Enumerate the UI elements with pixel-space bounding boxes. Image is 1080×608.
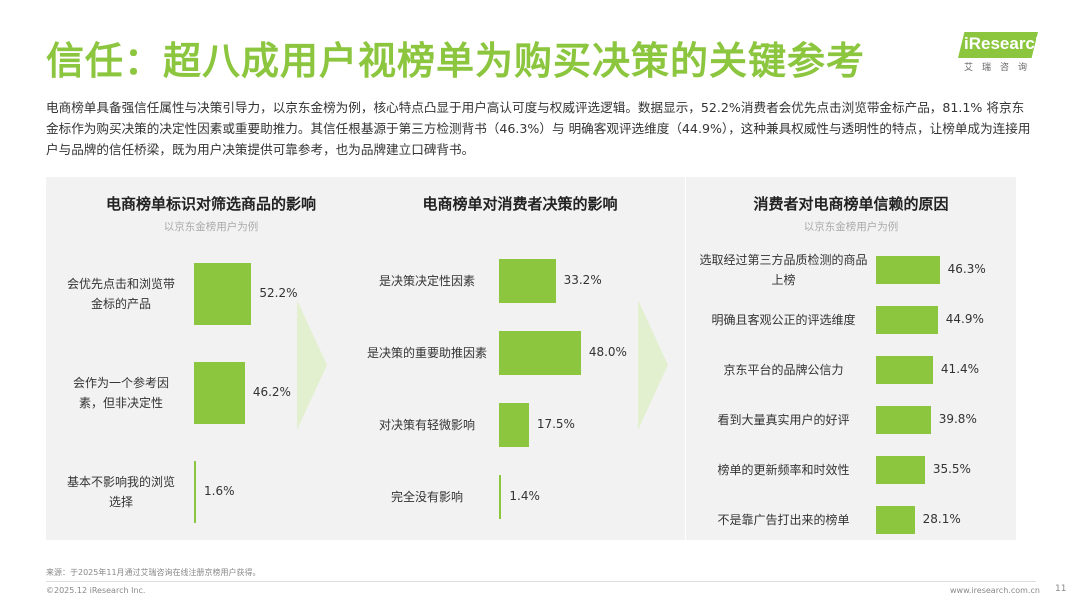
category-label-line: 基本不影响我的浏览	[66, 475, 175, 489]
data-label: 1.6%	[204, 484, 235, 498]
chevron-right-icon	[638, 300, 668, 430]
category-label-line: 看到大量真实用户的好评	[717, 413, 850, 427]
chart-subtitle: 以京东金榜用户为例	[803, 221, 899, 233]
category-label: 明确且客观公正的评选维度	[696, 310, 871, 330]
chart-panel-trust-reasons: 消费者对电商榜单信赖的原因 以京东金榜用户为例 选取经过第三方品质检测的商品 上榜…	[686, 177, 1016, 540]
chart-subtitle: 以京东金榜用户为例	[163, 221, 259, 233]
category-label-line: 是决策决定性因素	[378, 274, 475, 288]
category-label-line: 会优先点击和浏览带	[66, 277, 175, 291]
source-note: 来源：于2025年11月通过艾瑞咨询在线注册京榜用户获得。	[46, 568, 261, 577]
chart-bar	[499, 259, 556, 303]
category-label: 是决策的重要助推因素	[365, 343, 489, 363]
category-label-line: 完全没有影响	[390, 490, 463, 504]
data-label: 46.3%	[947, 262, 986, 276]
category-label-line: 上榜	[771, 273, 796, 287]
iresearch-logo: iResearch 艾瑞咨询	[958, 32, 1046, 73]
category-label-line: 京东平台的品牌公信力	[723, 363, 844, 377]
category-label-line: 不是靠广告打出来的榜单	[717, 513, 850, 527]
chevron-right-icon	[297, 300, 327, 430]
category-label: 京东平台的品牌公信力	[696, 360, 871, 380]
page-title: 信任：超八成用户视榜单为购买决策的关键参考	[46, 39, 866, 83]
chart-bar	[876, 456, 925, 484]
page-number: 11	[1055, 584, 1067, 594]
category-label-line: 是决策的重要助推因素	[366, 346, 487, 360]
chart-bar	[194, 461, 196, 523]
data-label: 39.8%	[938, 412, 977, 426]
category-label: 会作为一个参考因 素，但非决定性	[56, 373, 186, 413]
copyright: ©2025.12 iResearch Inc.	[46, 586, 146, 595]
chart-title: 电商榜单对消费者决策的影响	[422, 195, 618, 213]
category-label-line: 榜单的更新频率和时效性	[717, 463, 850, 477]
chart-bar	[876, 506, 915, 534]
category-label: 会优先点击和浏览带 金标的产品	[56, 274, 186, 314]
chart-title: 消费者对电商榜单信赖的原因	[753, 195, 949, 213]
category-label: 是决策决定性因素	[365, 271, 489, 291]
category-label-line: 明确且客观公正的评选维度	[711, 313, 856, 327]
chart-panel-decision-impact: 电商榜单对消费者决策的影响 是决策决定性因素 33.2% 是决策的重要助推因素 48.…	[355, 177, 685, 540]
category-label-line: 金标的产品	[90, 297, 151, 311]
chart-bar	[876, 406, 931, 434]
chart-bar	[876, 256, 940, 284]
category-label-line: 选择	[108, 495, 133, 509]
chart-bar	[194, 362, 245, 424]
chart-bar	[499, 403, 529, 447]
category-label: 看到大量真实用户的好评	[696, 410, 871, 430]
data-label: 41.4%	[940, 362, 980, 376]
data-label: 35.5%	[932, 462, 971, 476]
data-label: 17.5%	[536, 417, 575, 431]
category-label: 完全没有影响	[365, 487, 489, 507]
logo-badge	[958, 32, 1038, 58]
data-label: 44.9%	[945, 312, 984, 326]
category-label-line: 会作为一个参考因	[72, 376, 169, 390]
data-label: 33.2%	[563, 273, 602, 287]
data-label: 1.4%	[509, 489, 540, 503]
chart-title: 电商榜单标识对筛选商品的影响	[105, 195, 316, 213]
chart-bar	[876, 306, 938, 334]
category-label: 选取经过第三方品质检测的商品 上榜	[696, 250, 871, 290]
category-label: 基本不影响我的浏览 选择	[56, 472, 186, 512]
chart-bar	[499, 475, 502, 519]
chart-bar	[499, 331, 581, 375]
footer-url[interactable]: www.iresearch.com.cn	[950, 586, 1040, 595]
category-label: 对决策有轻微影响	[365, 415, 489, 435]
footer-divider	[46, 581, 1036, 582]
category-label-line: 素，但非决定性	[78, 396, 163, 410]
data-label: 46.2%	[252, 385, 291, 399]
logo-text: iResearch	[964, 34, 1046, 53]
data-label: 48.0%	[588, 345, 627, 359]
category-label: 榜单的更新频率和时效性	[696, 460, 871, 480]
category-label: 不是靠广告打出来的榜单	[696, 510, 871, 530]
data-label: 52.2%	[259, 286, 298, 300]
chart-bar	[194, 263, 252, 325]
data-label: 28.1%	[922, 512, 961, 526]
category-label-line: 选取经过第三方品质检测的商品	[699, 253, 868, 267]
chart-bar	[876, 356, 933, 384]
intro-paragraph: 电商榜单具备强信任属性与决策引导力，以京东金榜为例，核心特点凸显于用户高认可度与…	[46, 100, 1031, 157]
logo-subtitle: 艾瑞咨询	[964, 63, 1037, 73]
category-label-line: 对决策有轻微影响	[378, 418, 475, 432]
